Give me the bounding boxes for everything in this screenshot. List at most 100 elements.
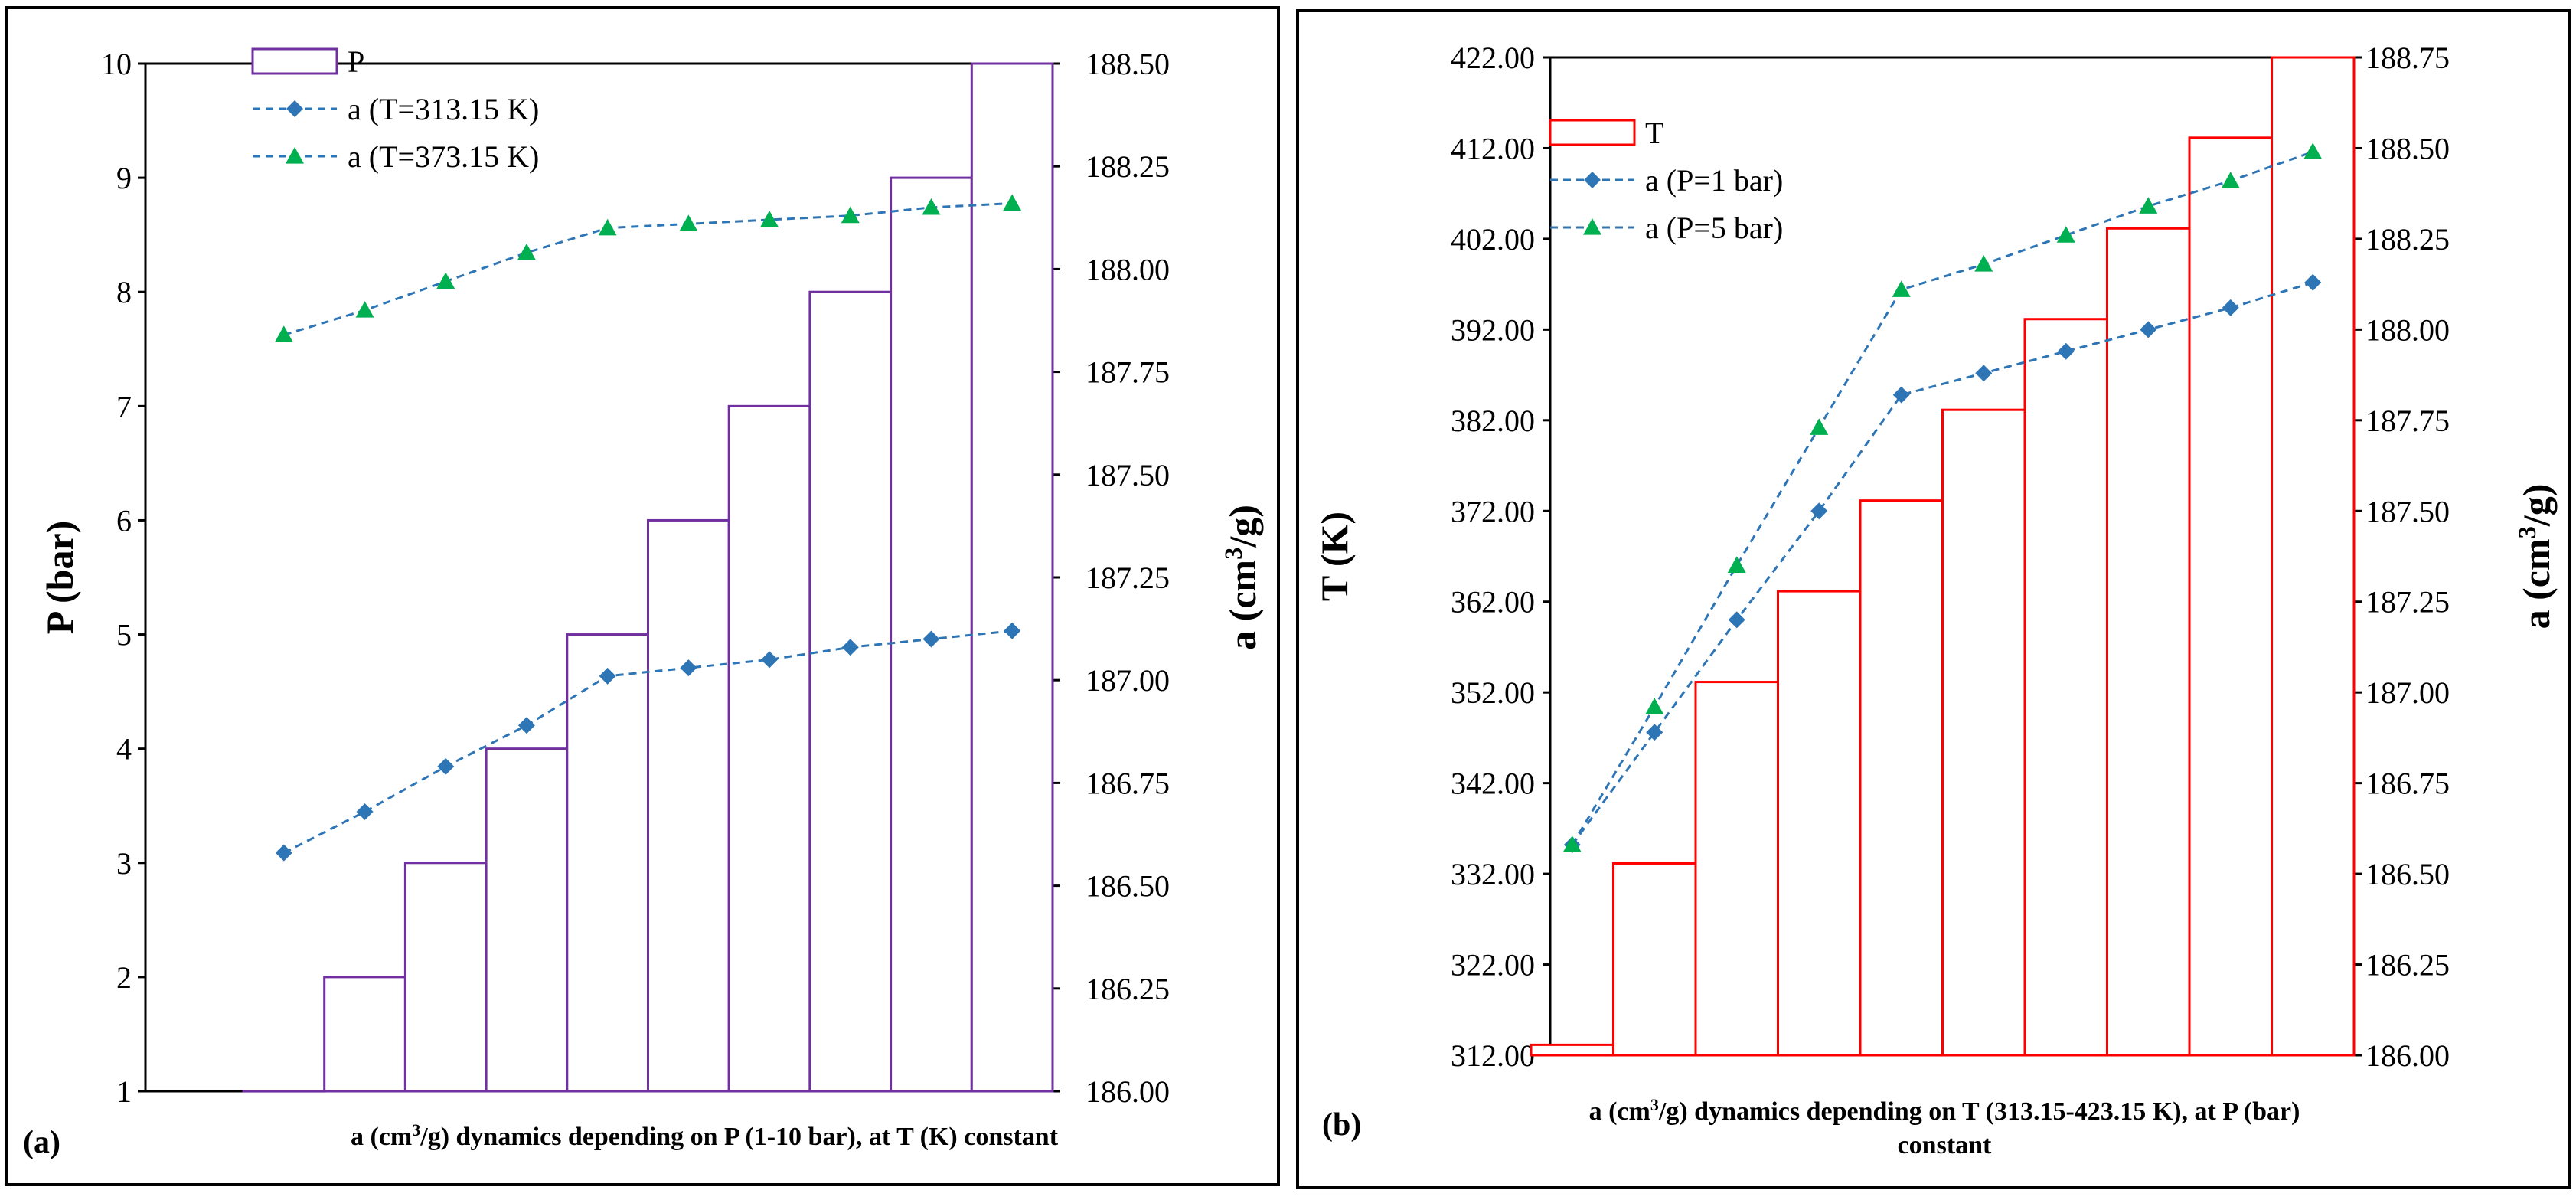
series-2-point	[922, 198, 941, 215]
panel-a-frame	[5, 6, 1280, 1186]
series-2-point	[436, 272, 455, 289]
legend-bar-label: P	[348, 44, 364, 79]
left-tick-label: 9	[116, 161, 132, 195]
series-1-point	[275, 844, 292, 862]
series-1-point	[356, 803, 374, 820]
left-tick-label: 372.00	[1451, 494, 1535, 528]
series-line-2	[283, 202, 1013, 336]
series-2-point	[1892, 280, 1911, 297]
right-tick-label: 188.25	[1086, 149, 1170, 184]
bar-p	[566, 633, 649, 1093]
series-2-point	[1003, 194, 1022, 211]
series-1-point	[2304, 273, 2322, 291]
right-tick-label: 187.25	[2365, 585, 2450, 620]
y-axis-right-label: a (cm3/g)	[1220, 505, 1264, 650]
right-tick-label: 188.75	[2365, 41, 2450, 75]
series-2-point	[274, 325, 293, 342]
right-tick-label: 186.25	[1086, 972, 1170, 1006]
bar-p	[808, 290, 893, 1093]
legend-marker-1	[286, 100, 303, 117]
series-2-point	[2221, 172, 2240, 188]
right-tick-label: 187.50	[1086, 458, 1170, 492]
left-tick-label: 412.00	[1451, 131, 1535, 165]
right-tick-label: 187.75	[1086, 355, 1170, 390]
series-1-point	[1004, 622, 1021, 639]
right-tick-label: 186.00	[1086, 1074, 1170, 1109]
legend-bar-label: T	[1645, 116, 1663, 150]
series-2-point	[1727, 556, 1746, 573]
bar-p	[323, 976, 406, 1093]
y-axis-left-label: T (K)	[1313, 512, 1356, 601]
series-1-point	[2222, 299, 2239, 316]
right-tick-label: 186.75	[2365, 767, 2450, 801]
right-tick-label: 188.00	[2365, 312, 2450, 347]
left-tick-label: 1	[116, 1074, 132, 1109]
right-tick-label: 187.00	[2365, 675, 2450, 710]
right-tick-label: 186.25	[2365, 948, 2450, 983]
series-2-point	[679, 214, 698, 231]
series-1-point	[599, 667, 616, 685]
bar-t	[1694, 681, 1779, 1057]
bar-t	[2188, 136, 2273, 1057]
left-tick-label: 402.00	[1451, 222, 1535, 257]
bar-t	[1941, 408, 2026, 1057]
series-2-point	[2139, 197, 2158, 214]
bar-t	[2023, 318, 2108, 1057]
right-tick-label: 188.00	[1086, 252, 1170, 286]
bar-p	[403, 862, 488, 1093]
legend-marker-2	[286, 147, 304, 164]
y-axis-left-label: P (bar)	[38, 521, 81, 635]
panel-label: (a)	[23, 1125, 60, 1160]
right-tick-label: 188.50	[2365, 131, 2450, 165]
right-tick-label: 186.75	[1086, 766, 1170, 800]
left-tick-label: 422.00	[1451, 41, 1535, 75]
right-tick-label: 187.00	[1086, 663, 1170, 698]
series-2-point	[355, 301, 374, 318]
bar-t	[1777, 590, 1862, 1057]
y-axis-right-label: a (cm3/g)	[2514, 484, 2558, 629]
series-1-point	[1810, 502, 1828, 520]
series-line-1	[1571, 281, 2313, 846]
left-tick-label: 3	[116, 846, 132, 881]
right-tick-label: 186.50	[2365, 857, 2450, 891]
panel-b: 312.00 322.00 332.00 342.00 352.00 362.00 372.…	[1313, 41, 2558, 1159]
left-tick-label: 332.00	[1451, 857, 1535, 891]
left-tick-label: 4	[116, 732, 132, 767]
series-2-point	[1810, 418, 1829, 435]
right-tick-label: 186.00	[2365, 1038, 2450, 1073]
left-tick-label: 352.00	[1451, 675, 1535, 710]
series-2-point	[2056, 226, 2075, 243]
left-tick-label: 342.00	[1451, 767, 1535, 801]
left-tick-label: 392.00	[1451, 312, 1535, 347]
legend-line-label-2: a (P=5 bar)	[1645, 211, 1783, 245]
left-tick-label: 5	[116, 618, 132, 652]
left-tick-label: 8	[116, 275, 132, 309]
caption-line-1: a (cm3/g) dynamics depending on T (313.1…	[1589, 1095, 2300, 1126]
legend-marker-2	[1583, 218, 1601, 235]
series-2-point	[2303, 142, 2323, 159]
series-1-point	[1646, 724, 1663, 741]
bar-p	[485, 747, 569, 1093]
bar-t	[2106, 227, 2191, 1057]
series-1-point	[680, 659, 697, 677]
right-tick-label: 187.50	[2365, 494, 2450, 528]
right-tick-label: 188.25	[2365, 222, 2450, 257]
left-tick-label: 382.00	[1451, 404, 1535, 438]
series-1-point	[841, 639, 859, 656]
legend-line-label-2: a (T=373.15 K)	[348, 139, 539, 174]
left-tick-label: 362.00	[1451, 585, 1535, 620]
left-tick-label: 2	[116, 960, 132, 995]
bar-p	[970, 62, 1054, 1093]
series-1-point	[1975, 365, 1993, 382]
bar-p	[647, 518, 730, 1093]
bar-t	[2271, 56, 2356, 1057]
legend-bar-swatch	[251, 47, 338, 75]
right-tick-label: 186.50	[1086, 869, 1170, 904]
series-2-point	[1645, 698, 1664, 714]
series-2-point	[1562, 835, 1582, 852]
series-1-point	[922, 630, 940, 648]
series-1-point	[517, 717, 535, 734]
bar-t	[1859, 499, 1944, 1057]
caption-line-2: constant	[1898, 1131, 1992, 1159]
